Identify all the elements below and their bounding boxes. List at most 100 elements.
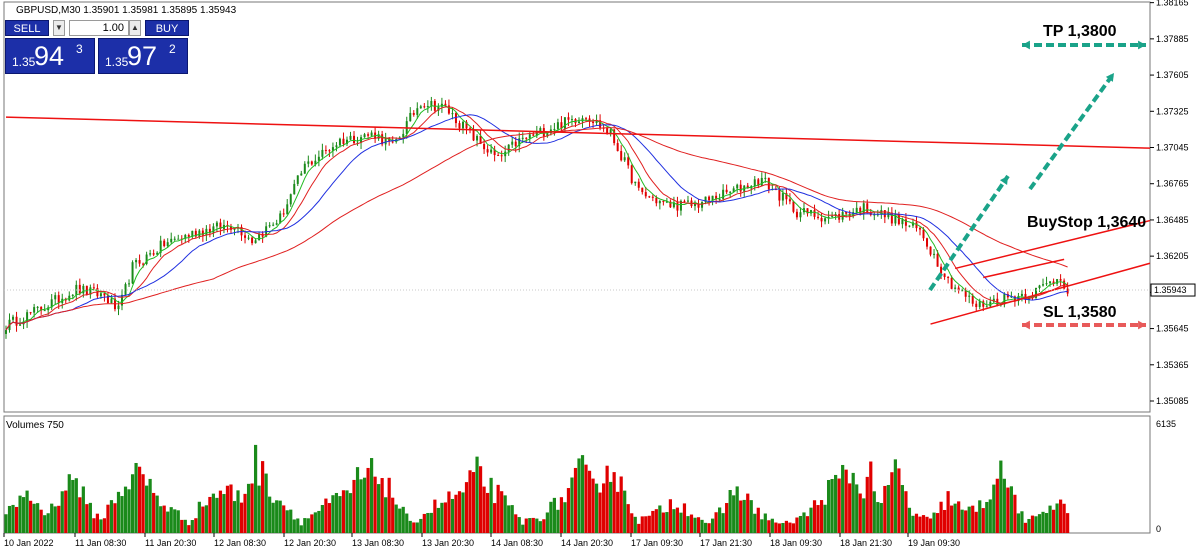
candle-body [704, 196, 707, 203]
volume-bar [570, 477, 574, 533]
candle-body [855, 207, 858, 213]
volume-bar [942, 509, 947, 533]
volume-bar [109, 500, 114, 533]
volume-tick-label: 6135 [1156, 419, 1176, 429]
volume-bar [377, 484, 381, 533]
volume-bar [693, 517, 697, 533]
volume-bar [654, 509, 658, 533]
volume-bar [436, 507, 440, 533]
candle-body [929, 246, 932, 255]
volume-bar [292, 519, 296, 533]
candle-body [233, 228, 236, 230]
volume-bar [475, 456, 479, 533]
volume-bar [957, 501, 961, 533]
volume-bar [661, 512, 665, 533]
candle-body [613, 129, 616, 144]
price-tick-label: 1.35645 [1156, 324, 1189, 334]
volume-bar [855, 484, 859, 533]
time-tick-label: 11 Jan 20:30 [145, 538, 196, 548]
volume-bar [468, 470, 472, 533]
candle-body [1049, 281, 1052, 284]
volume-bar [215, 497, 219, 533]
volume-bar [134, 462, 138, 533]
volume-bar [447, 491, 451, 533]
candle-body [138, 260, 141, 264]
candle-body [894, 214, 897, 224]
candle-body [708, 196, 711, 201]
candle-body [321, 149, 324, 157]
volume-bar [960, 509, 964, 533]
volume-bar [707, 523, 711, 533]
volume-bar [197, 501, 201, 533]
volume-bar [675, 507, 680, 533]
volume-bar [64, 490, 68, 533]
volume-bar [531, 517, 535, 533]
volume-bar [918, 516, 922, 533]
time-tick-label: 18 Jan 21:30 [840, 538, 892, 548]
buy-button[interactable]: BUY [145, 20, 189, 36]
candle-body [792, 201, 795, 212]
volume-bar [587, 470, 592, 533]
volume-bar [549, 501, 553, 533]
volume-bar [981, 508, 985, 533]
volume-bar [102, 518, 107, 533]
time-tick-label: 12 Jan 20:30 [284, 538, 336, 548]
volume-bar [229, 484, 233, 533]
candle-body [686, 200, 689, 202]
candle-body [897, 214, 900, 225]
candle-body [314, 160, 317, 165]
volume-bar [710, 518, 715, 533]
volume-bar [187, 525, 191, 533]
moving-average-line [5, 114, 1068, 331]
volume-bar [352, 479, 356, 533]
sell-button[interactable]: SELL [5, 20, 49, 36]
volume-bar [359, 479, 363, 533]
candle-body [54, 295, 57, 300]
candle-body [219, 222, 222, 229]
volume-bar [222, 494, 226, 533]
sell-price-box[interactable]: 1.35 94 3 [5, 38, 95, 74]
candle-body [486, 149, 489, 153]
candle-body [672, 202, 675, 208]
sl-arrow-head [1022, 320, 1030, 330]
candle-body [303, 163, 306, 174]
candle-body [128, 283, 131, 285]
volume-bar [7, 505, 12, 533]
candle-body [866, 203, 869, 213]
candle-body [268, 225, 271, 227]
volume-bar [355, 467, 360, 533]
candle-body [788, 199, 791, 202]
candle-body [258, 233, 261, 241]
lot-decrease-button[interactable]: ▼ [53, 20, 65, 36]
candle-body [166, 242, 169, 247]
time-tick-label: 12 Jan 08:30 [214, 538, 266, 548]
volume-bar [672, 509, 676, 533]
volume-bar [777, 523, 781, 533]
candle-body [655, 197, 658, 204]
candle-body [746, 185, 749, 189]
volume-bar [190, 520, 194, 533]
volume-bar [728, 490, 732, 533]
volume-bar [542, 519, 546, 533]
lot-size-input[interactable]: 1.00 [69, 20, 129, 36]
volume-bar [809, 507, 813, 533]
candle-body [982, 301, 985, 307]
volume-bar [742, 499, 746, 533]
volume-bar [1041, 511, 1045, 533]
volume-bar [605, 465, 609, 533]
candle-body [729, 191, 732, 193]
volume-bar [528, 518, 532, 533]
buy-price-box[interactable]: 1.35 97 2 [98, 38, 188, 74]
lot-increase-button[interactable]: ▲ [129, 20, 141, 36]
volume-bar [1066, 513, 1070, 533]
volume-bar [169, 507, 173, 533]
candle-body [859, 207, 862, 214]
volume-bar [176, 510, 180, 533]
volume-bar [461, 492, 465, 533]
candle-body [381, 134, 384, 145]
volume-bar [524, 518, 528, 533]
volume-bar [971, 505, 975, 533]
volume-bar [285, 510, 289, 533]
candle-body [1020, 293, 1023, 296]
